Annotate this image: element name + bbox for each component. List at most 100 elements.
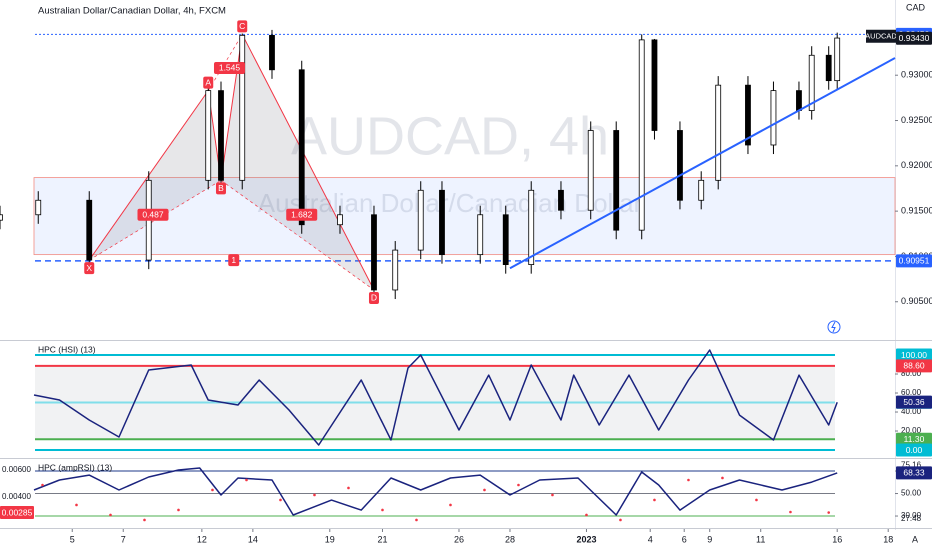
indicator-dot <box>109 513 112 517</box>
level-label: 88.60 <box>903 361 925 371</box>
indicator-dot <box>653 498 656 502</box>
y-tick-label: 0.92500 <box>901 115 932 125</box>
candle-body <box>269 34 275 71</box>
indicator-dot <box>449 503 452 507</box>
hline-label-bg <box>896 254 932 268</box>
indicator-dot <box>381 508 384 512</box>
candle-body <box>834 37 841 82</box>
x-tick-label: 28 <box>505 534 515 544</box>
pattern-ratio-bg <box>286 208 318 221</box>
indicator-dot <box>517 483 520 487</box>
x-tick-label: 9 <box>707 534 712 544</box>
indicator-dot <box>687 478 690 482</box>
pattern-ratio-label: 1 <box>231 255 236 265</box>
pattern-ratio-bg <box>137 208 169 221</box>
y-tick-label: 30.00 <box>901 511 922 520</box>
candle-body <box>698 179 705 201</box>
indicator-dot <box>415 518 418 522</box>
candle-body <box>825 54 832 82</box>
pattern-point-label: A <box>205 77 211 87</box>
pattern-point-bg <box>215 182 226 195</box>
indicator-dot <box>551 493 554 497</box>
indicator-dot <box>619 518 622 522</box>
auto-scale-button[interactable]: A <box>912 534 918 544</box>
indicator-dot <box>177 508 180 512</box>
candle-body <box>770 90 777 146</box>
candle-body <box>808 54 815 111</box>
x-tick-label: 11 <box>756 534 765 544</box>
indicator-dot <box>279 498 282 502</box>
y-tick-label: 80.00 <box>901 369 922 378</box>
candle-body <box>218 90 224 181</box>
candle-body <box>392 249 399 291</box>
chart-title: Australian Dollar/Canadian Dollar, 4h, F… <box>38 6 226 17</box>
pattern-point-bg <box>203 76 214 89</box>
alert-icon-bolt <box>831 321 836 333</box>
level-label-bg <box>896 359 932 373</box>
last-value-label: 50.36 <box>903 397 925 407</box>
last-value-label-bg <box>0 506 34 520</box>
y-tick-label: 50.00 <box>901 489 922 498</box>
level-label-bg <box>896 348 932 362</box>
indicator-line <box>33 467 838 516</box>
price-zone <box>33 177 896 256</box>
alert-icon[interactable] <box>827 320 841 334</box>
pattern-point-bg <box>84 262 95 275</box>
pattern-point-label: D <box>371 293 377 303</box>
pattern-leg <box>241 34 375 291</box>
candle-body <box>371 214 377 291</box>
level-label: 0.00 <box>906 445 923 455</box>
hline-label: 0.90951 <box>899 256 930 266</box>
indicator-dot <box>827 511 831 514</box>
y-tick-label: 40.00 <box>901 407 922 416</box>
pattern-area <box>89 90 221 261</box>
watermark: Australian Dollar/Canadian Dollar <box>258 188 643 218</box>
x-tick-label: 18 <box>883 534 893 544</box>
candle-body <box>439 189 445 256</box>
y-tick-label: 0.90500 <box>901 296 932 306</box>
candle-body <box>417 189 424 251</box>
pattern-point-label: B <box>218 183 224 193</box>
y-tick-label: 0.91500 <box>901 206 932 216</box>
x-tick-label: 7 <box>121 534 126 544</box>
pattern-area <box>220 34 374 290</box>
level-label-bg <box>896 432 932 446</box>
x-tick-label: 6 <box>682 534 687 544</box>
candle-body <box>528 189 535 266</box>
pattern-ratio-bg <box>213 61 245 74</box>
candle-body <box>35 199 42 216</box>
last-value-label: 0.00285 <box>2 507 33 517</box>
candle-body <box>502 214 509 266</box>
candle-body <box>796 90 802 111</box>
indicator-dot <box>41 483 44 487</box>
y2-tick-label: 0.00600 <box>2 465 31 474</box>
y-tick-label: 20.00 <box>901 426 922 435</box>
indicator-dot <box>313 493 316 497</box>
symbol-badge-bg <box>866 29 896 43</box>
candle-body <box>205 90 212 181</box>
indicator-dot <box>347 486 350 490</box>
indicator-dot <box>585 513 588 517</box>
trendline <box>509 57 896 270</box>
indicator-dot <box>755 498 758 502</box>
x-tick-label: 19 <box>325 534 335 544</box>
last-price-label: 0.93430 <box>899 33 930 43</box>
candle-body <box>86 199 93 261</box>
candle-body <box>745 84 751 146</box>
pattern-ratio-line <box>89 180 222 261</box>
candle-body <box>337 214 343 226</box>
candle-body <box>587 130 594 211</box>
level-label: 100.00 <box>901 350 927 360</box>
extreme-label: 75.16 <box>901 460 922 469</box>
pattern-point-bg <box>368 291 379 304</box>
level-label-bg <box>896 443 932 457</box>
y-tick-label: 0.93000 <box>901 70 932 80</box>
pattern-point-label: X <box>86 263 92 273</box>
x-tick-label: 16 <box>832 534 842 544</box>
y-tick-label: 60.00 <box>901 388 922 397</box>
candle-body <box>477 214 484 256</box>
pane-title: HPC (ampRSI) (13) <box>38 462 112 472</box>
level-label: 11.30 <box>904 434 925 444</box>
last-value-label-bg <box>896 395 932 409</box>
